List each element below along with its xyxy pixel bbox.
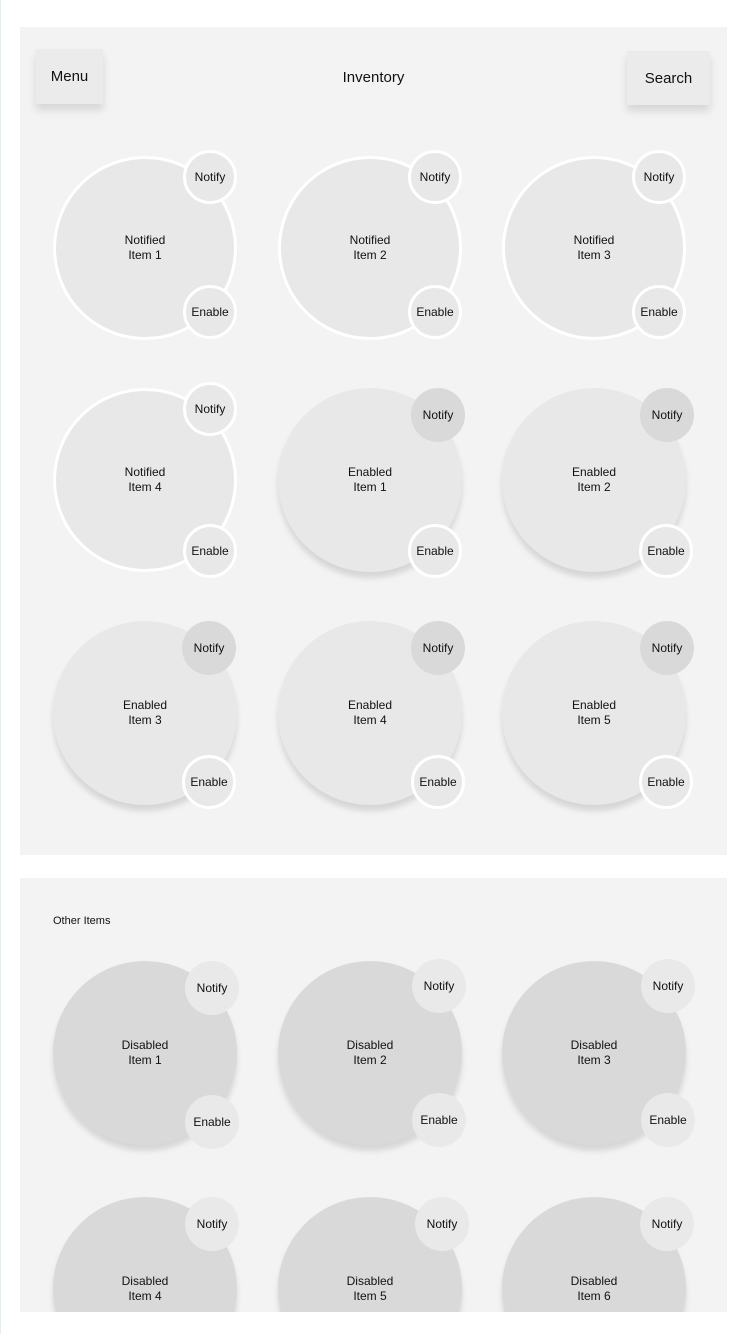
enable-button[interactable]: Enable bbox=[632, 285, 686, 339]
notify-button[interactable]: Notify bbox=[411, 388, 465, 442]
item-label: Enabled Item 1 bbox=[347, 465, 393, 494]
item-label: Notified Item 2 bbox=[349, 233, 391, 262]
item-label: Disabled Item 3 bbox=[570, 1038, 618, 1067]
enable-button[interactable]: Enable bbox=[411, 755, 465, 809]
item-label: Disabled Item 6 bbox=[570, 1274, 618, 1303]
item-card: Enabled Item 2 Notify Enable bbox=[502, 388, 694, 578]
item-label: Enabled Item 3 bbox=[122, 698, 168, 727]
notify-button[interactable]: Notify bbox=[183, 382, 237, 436]
notify-button[interactable]: Notify bbox=[640, 388, 694, 442]
item-card: Notified Item 4 Notify Enable bbox=[53, 382, 237, 578]
item-card: Disabled Item 5 Notify bbox=[278, 1197, 469, 1312]
enable-button[interactable]: Enable bbox=[182, 755, 236, 809]
enable-button[interactable]: Enable bbox=[639, 524, 693, 578]
item-card: Disabled Item 1 Notify Enable bbox=[53, 961, 239, 1149]
enable-button[interactable]: Enable bbox=[183, 524, 237, 578]
item-label: Disabled Item 1 bbox=[121, 1038, 169, 1067]
notify-button[interactable]: Notify bbox=[641, 959, 695, 1013]
enable-button[interactable]: Enable bbox=[185, 1095, 239, 1149]
item-label: Notified Item 3 bbox=[573, 233, 615, 262]
item-label: Enabled Item 4 bbox=[347, 698, 393, 727]
item-card: Notified Item 1 Notify Enable bbox=[53, 150, 237, 340]
search-button[interactable]: Search bbox=[627, 51, 710, 105]
item-card: Notified Item 2 Notify Enable bbox=[278, 150, 462, 340]
item-label: Enabled Item 2 bbox=[571, 465, 617, 494]
page-edge-line bbox=[0, 0, 1, 1334]
enable-button[interactable]: Enable bbox=[408, 285, 462, 339]
item-label: Disabled Item 2 bbox=[346, 1038, 394, 1067]
notify-button[interactable]: Notify bbox=[640, 621, 694, 675]
item-label: Notified Item 1 bbox=[124, 233, 166, 262]
item-card: Notified Item 3 Notify Enable bbox=[502, 150, 686, 340]
notify-button[interactable]: Notify bbox=[640, 1197, 694, 1251]
enable-button[interactable]: Enable bbox=[639, 755, 693, 809]
item-card: Disabled Item 6 Notify bbox=[502, 1197, 694, 1312]
notify-button[interactable]: Notify bbox=[185, 1197, 239, 1251]
item-label: Enabled Item 5 bbox=[571, 698, 617, 727]
item-card: Enabled Item 5 Notify Enable bbox=[502, 621, 694, 809]
notify-button[interactable]: Notify bbox=[408, 150, 462, 204]
notify-button[interactable]: Notify bbox=[182, 621, 236, 675]
item-card: Enabled Item 4 Notify Enable bbox=[278, 621, 465, 809]
enable-button[interactable]: Enable bbox=[412, 1093, 466, 1147]
menu-button[interactable]: Menu bbox=[36, 49, 103, 104]
notify-button[interactable]: Notify bbox=[415, 1197, 469, 1251]
notify-button[interactable]: Notify bbox=[632, 150, 686, 204]
other-items-panel: Other Items Disabled Item 1 Notify Enable… bbox=[20, 878, 727, 1312]
page-title: Inventory bbox=[342, 69, 405, 86]
item-card: Disabled Item 4 Notify bbox=[53, 1197, 239, 1312]
section-title: Other Items bbox=[53, 915, 111, 927]
notify-button[interactable]: Notify bbox=[411, 621, 465, 675]
item-card: Enabled Item 1 Notify Enable bbox=[278, 388, 465, 578]
notify-button[interactable]: Notify bbox=[412, 959, 466, 1013]
inventory-panel: Menu Inventory Search Notified Item 1 Not… bbox=[20, 27, 727, 855]
item-card: Enabled Item 3 Notify Enable bbox=[53, 621, 237, 809]
enable-button[interactable]: Enable bbox=[183, 285, 237, 339]
notify-button[interactable]: Notify bbox=[183, 150, 237, 204]
item-card: Disabled Item 3 Notify Enable bbox=[502, 959, 695, 1147]
enable-button[interactable]: Enable bbox=[408, 524, 462, 578]
enable-button[interactable]: Enable bbox=[641, 1093, 695, 1147]
item-label: Disabled Item 4 bbox=[121, 1274, 169, 1303]
item-label: Notified Item 4 bbox=[124, 465, 166, 494]
notify-button[interactable]: Notify bbox=[185, 961, 239, 1015]
item-card: Disabled Item 2 Notify Enable bbox=[278, 959, 466, 1147]
item-label: Disabled Item 5 bbox=[346, 1274, 394, 1303]
